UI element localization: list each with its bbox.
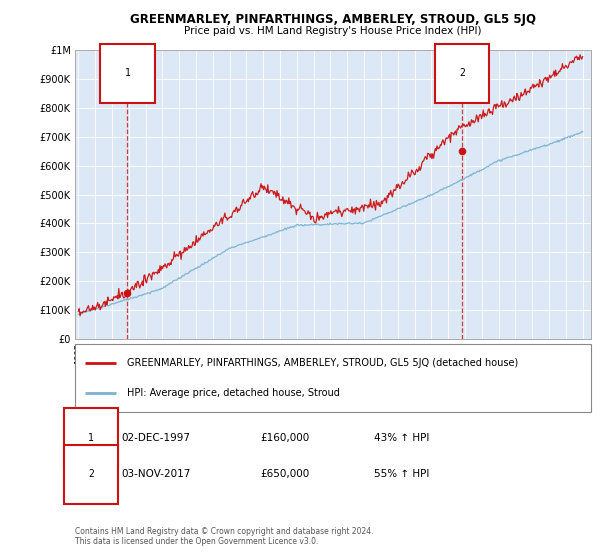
Text: 55% ↑ HPI: 55% ↑ HPI <box>374 469 430 479</box>
FancyBboxPatch shape <box>75 344 591 412</box>
Text: HPI: Average price, detached house, Stroud: HPI: Average price, detached house, Stro… <box>127 388 340 398</box>
Text: 1: 1 <box>125 68 130 78</box>
Text: £160,000: £160,000 <box>261 432 310 442</box>
Text: GREENMARLEY, PINFARTHINGS, AMBERLEY, STROUD, GL5 5JQ (detached house): GREENMARLEY, PINFARTHINGS, AMBERLEY, STR… <box>127 358 518 368</box>
Text: 2: 2 <box>459 68 465 78</box>
Text: 03-NOV-2017: 03-NOV-2017 <box>121 469 191 479</box>
Text: Contains HM Land Registry data © Crown copyright and database right 2024.
This d: Contains HM Land Registry data © Crown c… <box>75 526 373 546</box>
Text: 2: 2 <box>88 469 94 479</box>
Text: Price paid vs. HM Land Registry's House Price Index (HPI): Price paid vs. HM Land Registry's House … <box>184 26 482 36</box>
Text: GREENMARLEY, PINFARTHINGS, AMBERLEY, STROUD, GL5 5JQ: GREENMARLEY, PINFARTHINGS, AMBERLEY, STR… <box>130 13 536 26</box>
Text: £650,000: £650,000 <box>261 469 310 479</box>
Text: 43% ↑ HPI: 43% ↑ HPI <box>374 432 430 442</box>
Text: 02-DEC-1997: 02-DEC-1997 <box>121 432 190 442</box>
Text: 1: 1 <box>88 432 94 442</box>
